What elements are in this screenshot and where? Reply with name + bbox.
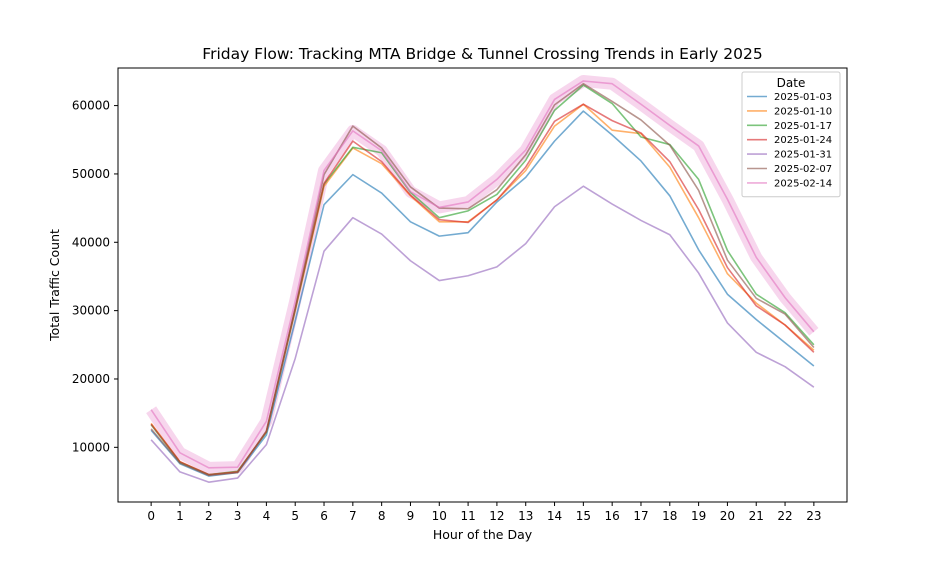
x-tick-label: 5 — [291, 509, 299, 523]
y-axis-ticks: 10000 20000 30000 40000 50000 60000 — [72, 99, 118, 454]
series-line-2025-01-17 — [150, 84, 815, 476]
x-tick-label: 7 — [349, 509, 357, 523]
legend-label-2025-02-07: 2025-02-07 — [774, 164, 832, 175]
legend-label-2025-01-31: 2025-01-31 — [774, 150, 832, 161]
x-tick-label: 0 — [147, 509, 155, 523]
legend-label-2025-01-03: 2025-01-03 — [774, 92, 832, 103]
x-tick-label: 18 — [662, 509, 677, 523]
legend-label-2025-01-17: 2025-01-17 — [774, 121, 832, 132]
y-tick-label: 40000 — [72, 235, 110, 249]
x-tick-label: 21 — [749, 509, 764, 523]
chart-title: Friday Flow: Tracking MTA Bridge & Tunne… — [202, 45, 762, 63]
legend-title: Date — [777, 76, 806, 90]
series-lines-layer — [150, 80, 815, 483]
x-tick-label: 12 — [489, 509, 504, 523]
x-tick-label: 20 — [720, 509, 735, 523]
legend-box — [741, 71, 841, 198]
legend-label-2025-02-14: 2025-02-14 — [774, 178, 832, 189]
x-axis-ticks: 0 1 2 3 4 5 6 7 8 9 10 11 12 13 14 15 16 17 18 19 20 21 22 23 — [147, 502, 822, 523]
y-axis-title: Total Traffic Count — [47, 229, 62, 342]
x-tick-label: 23 — [806, 509, 821, 523]
series-line-2025-01-03 — [150, 110, 815, 477]
y-tick-label: 30000 — [72, 304, 110, 318]
x-tick-label: 15 — [576, 509, 591, 523]
legend-items: 2025-01-03 2025-01-10 2025-01-17 2025-01-24… — [747, 92, 832, 189]
y-tick-label: 20000 — [72, 372, 110, 386]
plot-frame — [117, 67, 848, 503]
x-tick-label: 6 — [320, 509, 328, 523]
x-tick-label: 3 — [234, 509, 242, 523]
series-line-2025-01-24 — [150, 103, 815, 476]
series-line-2025-01-10 — [150, 103, 815, 476]
x-tick-label: 4 — [263, 509, 271, 523]
x-tick-label: 14 — [547, 509, 562, 523]
y-tick-label: 60000 — [72, 99, 110, 113]
series-line-2025-02-14 — [150, 80, 815, 469]
x-tick-label: 13 — [518, 509, 533, 523]
x-tick-label: 1 — [176, 509, 184, 523]
x-tick-label: 10 — [432, 509, 447, 523]
x-tick-label: 2 — [205, 509, 213, 523]
x-tick-label: 16 — [605, 509, 620, 523]
y-tick-label: 50000 — [72, 167, 110, 181]
series-line-2025-02-07 — [150, 82, 815, 477]
x-tick-label: 17 — [633, 509, 648, 523]
x-tick-label: 8 — [378, 509, 386, 523]
x-tick-label: 11 — [460, 509, 475, 523]
x-tick-label: 22 — [777, 509, 792, 523]
x-tick-label: 19 — [691, 509, 706, 523]
y-tick-label: 10000 — [72, 440, 110, 454]
series-line-2025-01-31 — [150, 185, 815, 483]
legend: Date 2025-01-032025-01-102025-01-172025-… — [741, 71, 841, 198]
x-axis-title: Hour of the Day — [433, 527, 533, 542]
legend-label-2025-01-24: 2025-01-24 — [774, 135, 832, 146]
x-tick-label: 9 — [407, 509, 415, 523]
legend-label-2025-01-10: 2025-01-10 — [774, 106, 832, 117]
